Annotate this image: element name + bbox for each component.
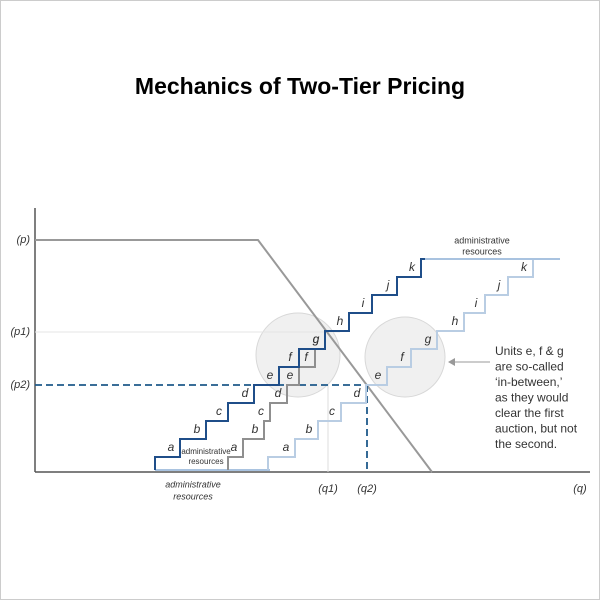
step-label: b (306, 422, 313, 436)
step-label: e (287, 368, 294, 382)
step-label: j (496, 278, 501, 292)
highlight-circle (364, 316, 446, 398)
step-label: h (452, 314, 459, 328)
title: Mechanics of Two-Tier Pricing (135, 73, 465, 99)
step-label: g (313, 332, 320, 346)
step-label: h (337, 314, 344, 328)
admin-label: administrative (181, 447, 231, 456)
step-label: a (283, 440, 290, 454)
annotation-line: auction, but not (495, 422, 578, 436)
y-label: (p) (17, 234, 31, 246)
step-label: g (425, 332, 432, 346)
labels: abcdefghijkabcdefgabcdefghijk(p)(p1)(p2)… (10, 234, 587, 501)
admin-label: resources (173, 491, 213, 501)
step-label: a (231, 440, 238, 454)
step-label: c (216, 404, 222, 418)
step-label: i (475, 296, 478, 310)
staircase (267, 258, 560, 470)
annotation-line: are so-called (495, 360, 564, 374)
step-label: e (375, 368, 382, 382)
staircase (227, 331, 326, 470)
annotation-line: Units e, f & g (495, 344, 564, 358)
admin-label: resources (462, 246, 502, 256)
step-label: i (362, 296, 365, 310)
step-label: e (267, 368, 274, 382)
step-label: a (168, 440, 175, 454)
step-label: f (288, 350, 293, 364)
x-label: (q2) (357, 483, 377, 495)
step-label: d (242, 386, 249, 400)
annotation-line: the second. (495, 437, 557, 451)
step-label: g (313, 332, 320, 346)
step-label: d (275, 386, 282, 400)
annotation-line: clear the first (495, 406, 564, 420)
step-label: d (354, 386, 361, 400)
staircases (154, 258, 560, 470)
step-label: b (252, 422, 259, 436)
annotation-line: as they would (495, 391, 568, 405)
admin-label: administrative (454, 235, 510, 245)
step-label: j (385, 278, 390, 292)
step-label: f (400, 350, 405, 364)
annotation-line: ‘in-between,’ (495, 375, 562, 389)
admin-label: administrative (165, 479, 221, 489)
step-label: c (329, 404, 335, 418)
y-label: (p1) (10, 326, 30, 338)
admin-label: resources (188, 457, 223, 466)
step-label: k (409, 260, 416, 274)
staircase (154, 258, 425, 470)
arrow-head (448, 358, 455, 366)
step-label: b (194, 422, 201, 436)
x-label: (q1) (318, 483, 338, 495)
step-label: c (258, 404, 264, 418)
x-label: (q) (573, 483, 587, 495)
demand-curve (35, 239, 433, 473)
step-label: f (304, 350, 309, 364)
y-label: (p2) (10, 379, 30, 391)
step-label: k (521, 260, 528, 274)
